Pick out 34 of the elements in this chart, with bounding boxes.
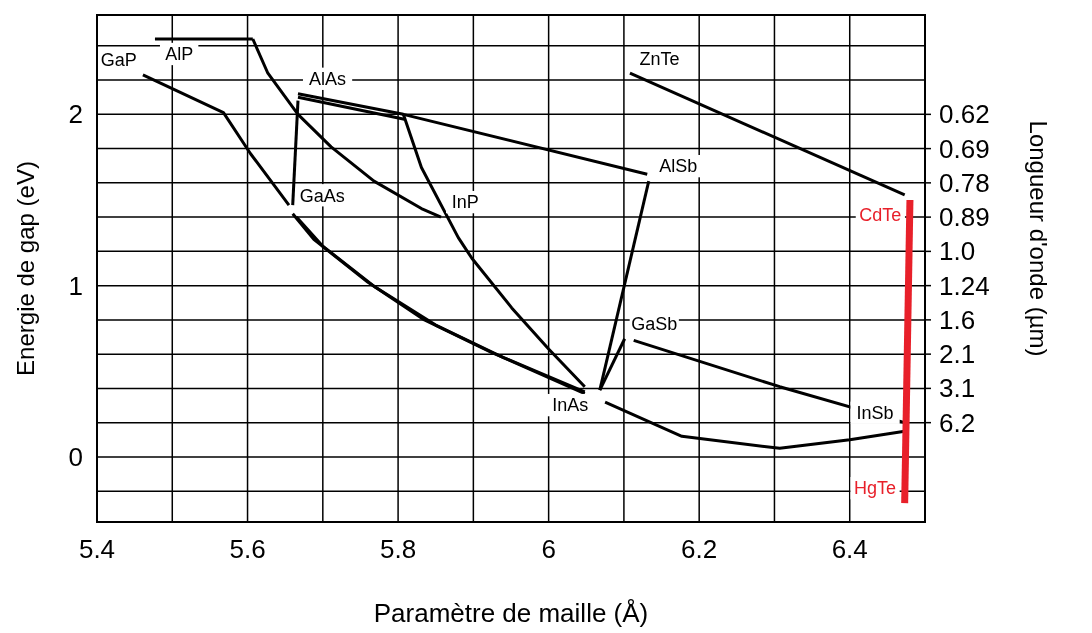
annotation: GaAs — [299, 185, 345, 206]
text: 0.89 — [939, 202, 990, 233]
text: 2.1 — [939, 339, 976, 370]
annotation: AlP — [165, 44, 194, 65]
annotation: InP — [451, 192, 479, 213]
annotation: HgTe — [854, 478, 897, 499]
y-tick-label: 1 — [68, 270, 83, 301]
text: 6.2 — [939, 407, 976, 438]
text: 0.69 — [939, 133, 990, 164]
y-tick-label: 0 — [68, 442, 83, 473]
text: 1.24 — [939, 270, 990, 301]
x-tick-label: 5.4 — [78, 534, 116, 564]
annotation: CdTe — [859, 205, 902, 226]
x-tick-label: 6 — [541, 534, 556, 564]
y-tick-label: 2 — [68, 99, 83, 130]
annotation: GaP — [100, 50, 137, 71]
annotation: GaSb — [631, 314, 678, 335]
text: 0.62 — [939, 99, 990, 130]
y2-axis-title: Longueur d'onde (µm) — [1025, 120, 1052, 357]
annotation: InAs — [552, 395, 589, 416]
text: 3.1 — [939, 373, 976, 404]
y-axis-title: Energie de gap (eV) — [12, 161, 39, 376]
annotation: AlSb — [659, 156, 698, 177]
annotation: AlAs — [309, 69, 347, 90]
x-tick-label: 6.2 — [681, 534, 718, 564]
x-tick-label: 6.4 — [831, 534, 868, 564]
text: 0.78 — [939, 167, 990, 198]
x-tick-label: 5.6 — [229, 534, 266, 564]
annotation: ZnTe — [639, 48, 680, 69]
text: 1.6 — [939, 304, 976, 335]
x-axis-title: Paramètre de maille (Å) — [373, 598, 649, 628]
text: 1.0 — [939, 236, 976, 267]
annotation: InSb — [856, 403, 894, 424]
x-tick-label: 5.8 — [380, 534, 417, 564]
